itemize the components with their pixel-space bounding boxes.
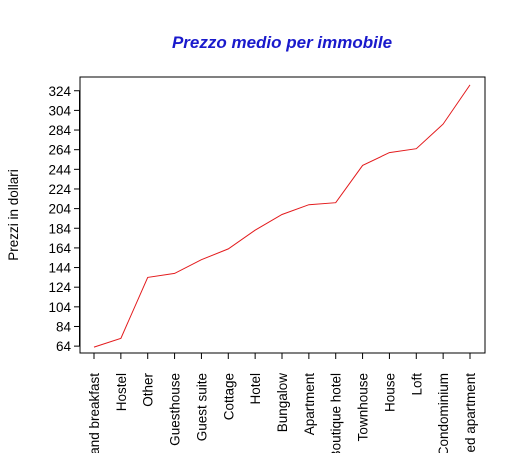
x-tick-label: Condominium	[436, 373, 451, 453]
y-tick-label: 124	[48, 280, 71, 295]
x-tick-label: House	[382, 373, 397, 412]
chart-title: Prezzo medio per immobile	[172, 33, 392, 52]
y-tick-label: 244	[48, 162, 71, 177]
y-tick-label: 204	[48, 202, 71, 217]
y-tick-label: 144	[48, 261, 71, 276]
x-tick-label: Townhouse	[356, 373, 371, 441]
x-tick-label: Hostel	[114, 373, 129, 411]
x-tick-label: Cottage	[221, 373, 236, 420]
y-tick-label: 104	[48, 300, 71, 315]
x-tick-label: Other	[141, 372, 156, 406]
y-axis-label: Prezzi in dollari	[6, 169, 21, 261]
y-tick-label: 304	[48, 103, 71, 118]
plot-frame	[79, 76, 486, 354]
x-tick-label: Apartment	[302, 373, 317, 436]
x-tick-label: Serviced apartment	[463, 373, 478, 453]
x-tick-label: Boutique hotel	[329, 373, 344, 453]
x-tick-label: Bed and breakfast	[87, 373, 102, 453]
y-tick-label: 284	[48, 123, 71, 138]
x-tick-label: Hotel	[248, 373, 263, 405]
y-tick-label: 324	[48, 84, 71, 99]
series-line	[93, 84, 471, 348]
y-tick-label: 184	[48, 221, 71, 236]
y-axis: 64 84 104 124 144 164 184 204 224 244 264 284 304 324	[48, 84, 80, 354]
x-tick-label: Guesthouse	[168, 373, 183, 446]
y-tick-label: 164	[48, 241, 71, 256]
y-tick-label: 224	[48, 182, 71, 197]
x-tick-label: Bungalow	[275, 373, 290, 433]
x-axis: Bed and breakfast Hostel Other Guesthouse Gu…	[87, 353, 478, 453]
y-tick-label: 64	[56, 339, 72, 354]
y-tick-label: 84	[56, 319, 72, 334]
y-tick-label: 264	[48, 143, 71, 158]
x-tick-label: Loft	[409, 373, 424, 396]
x-tick-label: Guest suite	[194, 373, 209, 441]
